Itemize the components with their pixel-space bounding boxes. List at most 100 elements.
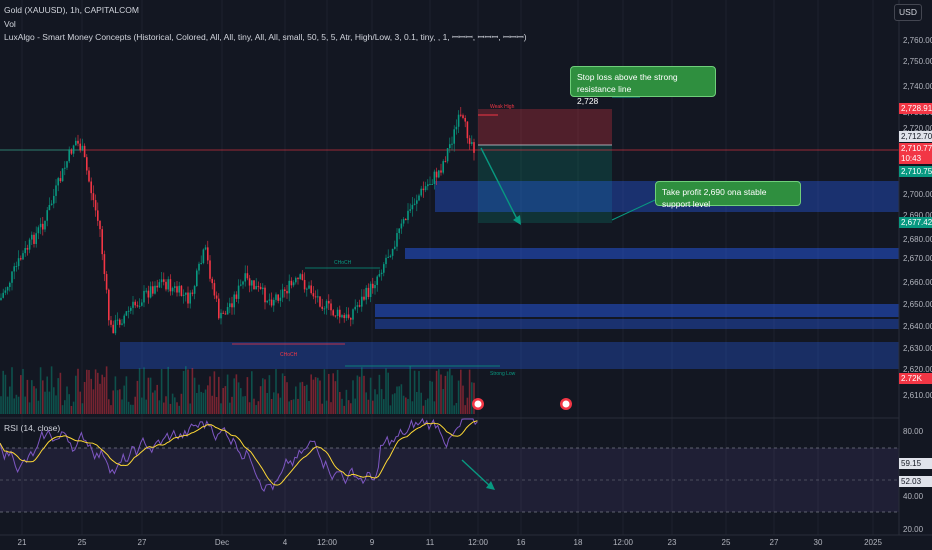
rsi-axis[interactable]: 80.00 40.00 20.00 bbox=[903, 427, 924, 534]
volume-bar bbox=[147, 377, 150, 414]
volume-bar bbox=[273, 392, 275, 414]
volume-bar bbox=[301, 381, 304, 414]
candle-body bbox=[17, 258, 20, 267]
volume-bar bbox=[292, 399, 295, 414]
volume-bar bbox=[288, 401, 290, 414]
candle-body bbox=[37, 227, 40, 234]
candle-body bbox=[367, 287, 370, 297]
volume-bar bbox=[262, 378, 264, 414]
candle-body bbox=[440, 170, 442, 173]
volume-bar bbox=[418, 371, 420, 414]
candle-body bbox=[449, 144, 451, 149]
candle-body bbox=[251, 280, 253, 286]
volume-bar bbox=[48, 391, 51, 414]
candle-body bbox=[365, 287, 367, 300]
volume-bar bbox=[154, 390, 156, 414]
order-block-zones bbox=[120, 109, 899, 369]
take-profit-callout[interactable]: Take profit 2,690 ona stable support lev… bbox=[655, 181, 801, 209]
volume-bar bbox=[286, 382, 288, 414]
volume-bar bbox=[350, 403, 352, 414]
volume-bar bbox=[224, 386, 227, 414]
volume-bar bbox=[22, 368, 24, 414]
volume-legend[interactable]: Vol bbox=[4, 19, 16, 29]
candle-body bbox=[68, 149, 70, 162]
candle-body bbox=[407, 210, 409, 221]
rsi-ma-line bbox=[0, 420, 478, 486]
demand-zone-5 bbox=[120, 342, 899, 369]
volume-bar bbox=[387, 372, 389, 414]
candle-body bbox=[284, 289, 286, 291]
currency-button[interactable]: USD bbox=[894, 4, 922, 21]
volume-bar bbox=[369, 377, 372, 414]
volume-bar bbox=[314, 377, 317, 414]
candle-body bbox=[182, 294, 185, 296]
candle-body bbox=[169, 279, 172, 292]
volume-bar bbox=[75, 375, 77, 414]
stop-loss-callout[interactable]: Stop loss above the strong resistance li… bbox=[570, 66, 716, 106]
candle-body bbox=[288, 280, 290, 294]
price-tick-label: 2,610.00 bbox=[903, 391, 932, 400]
candle-body bbox=[92, 193, 95, 201]
volume-bar bbox=[464, 405, 466, 414]
symbol-title[interactable]: Gold (XAUUSD), 1h, CAPITALCOM bbox=[4, 5, 139, 15]
candle-body bbox=[427, 184, 429, 187]
price-tick-label: 2,760.00 bbox=[903, 36, 932, 45]
candle-body bbox=[42, 223, 44, 230]
volume-bar bbox=[444, 375, 447, 414]
candle-body bbox=[435, 171, 438, 178]
choch-label-1: CHoCH bbox=[334, 260, 352, 266]
candle-body bbox=[79, 143, 81, 151]
volume-bar bbox=[352, 380, 354, 414]
candle-body bbox=[226, 307, 229, 315]
candlestick-series bbox=[0, 107, 475, 336]
candle-body bbox=[262, 287, 264, 290]
candle-body bbox=[97, 210, 99, 221]
candle-body bbox=[136, 305, 139, 307]
candle-body bbox=[35, 233, 37, 244]
volume-bar bbox=[356, 375, 359, 414]
candle-body bbox=[277, 294, 279, 301]
volume-bar bbox=[334, 381, 337, 414]
volume-bar bbox=[457, 380, 460, 414]
candle-body bbox=[6, 287, 9, 291]
candle-body bbox=[438, 170, 440, 178]
stop-loss-text: Stop loss above the strong resistance li… bbox=[577, 72, 678, 94]
candle-body bbox=[279, 297, 282, 301]
volume-bar bbox=[306, 384, 308, 414]
volume-bar bbox=[13, 398, 15, 414]
volume-bar bbox=[167, 366, 169, 414]
candle-body bbox=[433, 171, 436, 184]
candle-body bbox=[2, 292, 4, 298]
volume-bar bbox=[453, 405, 455, 414]
volume-bar bbox=[66, 386, 68, 414]
candle-body bbox=[244, 273, 246, 282]
candle-body bbox=[213, 283, 216, 296]
volume-bar bbox=[372, 400, 374, 414]
event-icons[interactable] bbox=[472, 398, 572, 410]
volume-bar bbox=[411, 401, 414, 414]
volume-bar bbox=[152, 392, 154, 414]
rsi-legend[interactable]: RSI (14, close) bbox=[4, 423, 61, 433]
volume-bar bbox=[112, 390, 114, 414]
volume-bar bbox=[99, 383, 101, 414]
volume-bar bbox=[6, 396, 9, 414]
time-axis[interactable]: 21 25 27 Dec 4 12:00 9 11 12:00 16 18 12:00 23 25 27 30… bbox=[18, 538, 883, 547]
volume-bar bbox=[4, 374, 7, 414]
volume-bar bbox=[108, 399, 110, 414]
price-tick-label: 2,630.00 bbox=[903, 344, 932, 353]
volume-bar bbox=[185, 366, 187, 414]
candle-body bbox=[266, 300, 268, 303]
candle-body bbox=[464, 117, 466, 122]
candle-body bbox=[292, 282, 295, 286]
volume-bar bbox=[9, 386, 11, 414]
candle-body bbox=[394, 246, 396, 249]
volume-bar bbox=[468, 369, 471, 414]
volume-bar bbox=[398, 386, 400, 414]
volume-bar bbox=[46, 376, 48, 414]
volume-bar bbox=[61, 405, 64, 414]
volume-bar bbox=[460, 369, 462, 414]
volume-bar bbox=[94, 369, 97, 414]
candle-body bbox=[202, 249, 205, 264]
indicator-legend[interactable]: LuxAlgo - Smart Money Concepts (Historic… bbox=[4, 32, 527, 42]
